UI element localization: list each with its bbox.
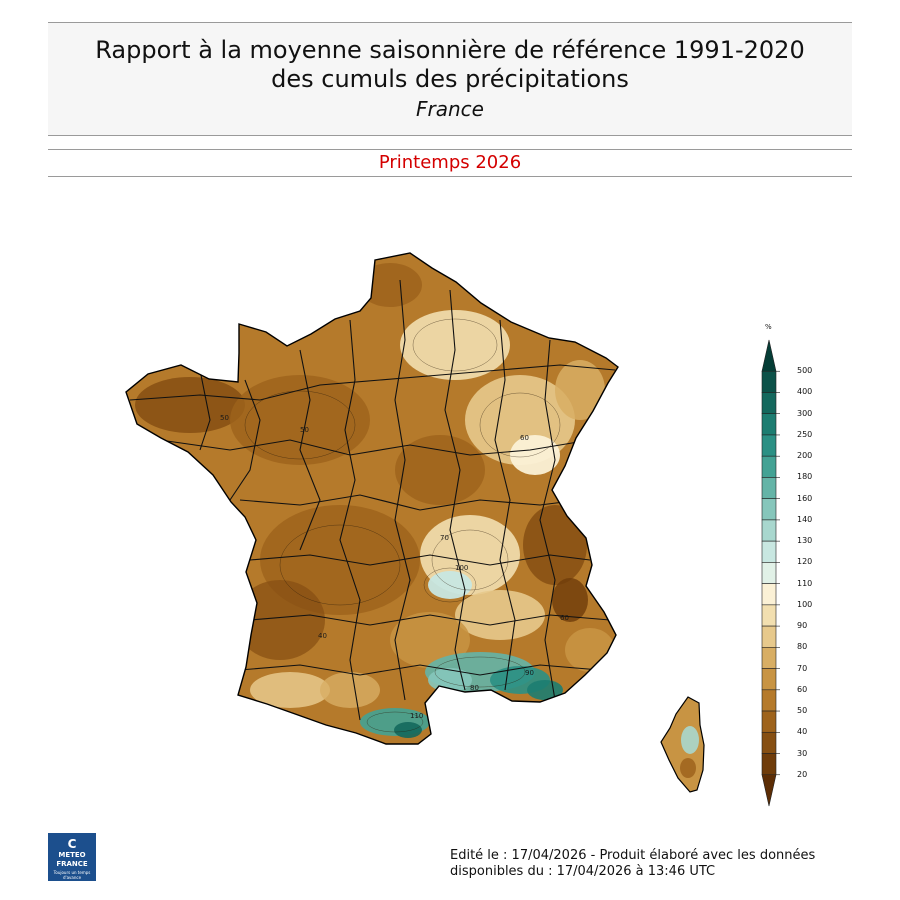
anomaly-patch: [428, 571, 472, 599]
colorbar-segment: [761, 753, 777, 776]
legend-unit-label: %: [765, 323, 772, 331]
legend-tick-label: 90: [797, 621, 808, 631]
contour-label: 60: [560, 614, 569, 622]
colorbar-segment: [761, 477, 777, 499]
map-region-label: France: [416, 97, 484, 121]
anomaly-patch: [555, 360, 605, 420]
legend-tick-label: 250: [797, 429, 813, 439]
legend-tick-label: 70: [797, 663, 808, 673]
logo-tagline: Toujours un temps d'avance: [53, 870, 91, 880]
map-title-line-1: Rapport à la moyenne saisonnière de réfé…: [95, 36, 805, 64]
legend-tick-label: 120: [797, 557, 813, 567]
anomaly-patch: [230, 375, 370, 465]
meteo-france-logo: C METEO FRANCE Toujours un temps d'avanc…: [48, 833, 96, 881]
legend-tick-label: 20: [797, 769, 808, 779]
colorbar-segment: [761, 668, 777, 691]
colorbar-segment: [761, 710, 777, 733]
colorbar-segment: [761, 519, 777, 542]
contour-label: 50: [300, 426, 309, 434]
legend-tick-label: 180: [797, 472, 813, 482]
legend-tick-label: 160: [797, 493, 813, 503]
title-box: Rapport à la moyenne saisonnière de réfé…: [48, 22, 852, 136]
legend-tick-label: 80: [797, 642, 808, 652]
season-box: Printemps 2026: [48, 149, 852, 177]
period-label: Printemps 2026: [378, 152, 522, 173]
colorbar-segment: [761, 455, 777, 478]
legend-tick-label: 30: [797, 748, 808, 758]
legend-tick-label: 110: [797, 578, 813, 588]
anomaly-patch: [235, 580, 325, 660]
logo-line-2: FRANCE: [56, 860, 88, 868]
legend-tick-label: 400: [797, 387, 813, 397]
anomaly-patch: [523, 505, 587, 585]
colorbar-segment: [761, 540, 777, 563]
anomaly-patch: [250, 672, 330, 708]
anomaly-patch: [527, 680, 563, 700]
colorbar-segment: [761, 339, 777, 372]
contour-label: 60: [520, 434, 529, 442]
footer-data-availability: disponibles du : 17/04/2026 à 13:46 UTC: [450, 864, 716, 879]
colorbar-segment: [761, 434, 777, 457]
legend-tick-label: 200: [797, 451, 813, 461]
footer-edit-date: Edité le : 17/04/2026 - Produit élaboré …: [450, 848, 816, 863]
legend-tick-label: 130: [797, 536, 813, 546]
anomaly-patch: [680, 758, 696, 778]
logo-line-1: METEO: [58, 851, 86, 859]
colorbar-segment: [761, 689, 777, 712]
colorbar-segment: [761, 392, 777, 415]
colorbar-segment: [761, 774, 777, 807]
colorbar-segment: [761, 731, 777, 754]
legend-tick-label: 500: [797, 366, 813, 376]
contour-label: 90: [525, 669, 534, 677]
colorbar-legend: % 500 400 300 250 200 180 160 140 130 120 110 100 90…: [740, 320, 840, 820]
coastline: [125, 252, 619, 745]
contour-label: 80: [470, 684, 479, 692]
anomaly-patch: [681, 726, 699, 754]
colorbar-segment: [761, 583, 777, 606]
legend-tick-label: 60: [797, 684, 808, 694]
contour-label: 110: [410, 712, 423, 720]
contour-label: 70: [440, 534, 449, 542]
legend-tick-label: 50: [797, 706, 808, 716]
mainland-france-shape: 50 60 40 70 50 110 80 60 100 90: [125, 252, 619, 745]
colorbar-scale: [761, 339, 780, 807]
anomaly-patch: [552, 578, 588, 622]
anomaly-patch: [390, 612, 470, 668]
colorbar-segment: [761, 604, 777, 627]
colorbar-segment: [761, 370, 777, 393]
colorbar-segment: [761, 413, 777, 436]
corsica-island: [660, 696, 705, 793]
anomaly-patch: [320, 672, 380, 708]
contour-label: 40: [318, 632, 327, 640]
rainfall-anomaly-patches: [135, 263, 615, 738]
contour-label: 100: [455, 564, 468, 572]
contour-labels: 50 60 40 70 50 110 80 60 100 90: [220, 414, 569, 720]
anomaly-patch: [455, 590, 545, 640]
anomaly-patch: [394, 722, 422, 738]
colorbar-segment: [761, 562, 777, 584]
department-borders: [129, 279, 616, 721]
contour-lines: [244, 318, 561, 733]
anomaly-patch: [565, 628, 615, 672]
map-title-line-2: des cumuls des précipitations: [271, 65, 629, 93]
contour-label: 50: [220, 414, 229, 422]
anomaly-patch: [135, 377, 245, 433]
colorbar-segment: [761, 647, 777, 669]
legend-tick-label: 40: [797, 727, 808, 737]
legend-tick-label: 140: [797, 514, 813, 524]
legend-tick-label: 100: [797, 599, 813, 609]
legend-tick-label: 300: [797, 408, 813, 418]
anomaly-patch: [395, 435, 485, 505]
colorbar-segment: [761, 498, 777, 521]
anomaly-patch: [358, 263, 422, 307]
footer-notes: Edité le : 17/04/2026 - Produit élaboré …: [450, 848, 815, 880]
colorbar-segment: [761, 625, 777, 648]
logo-symbol: C: [67, 837, 77, 851]
